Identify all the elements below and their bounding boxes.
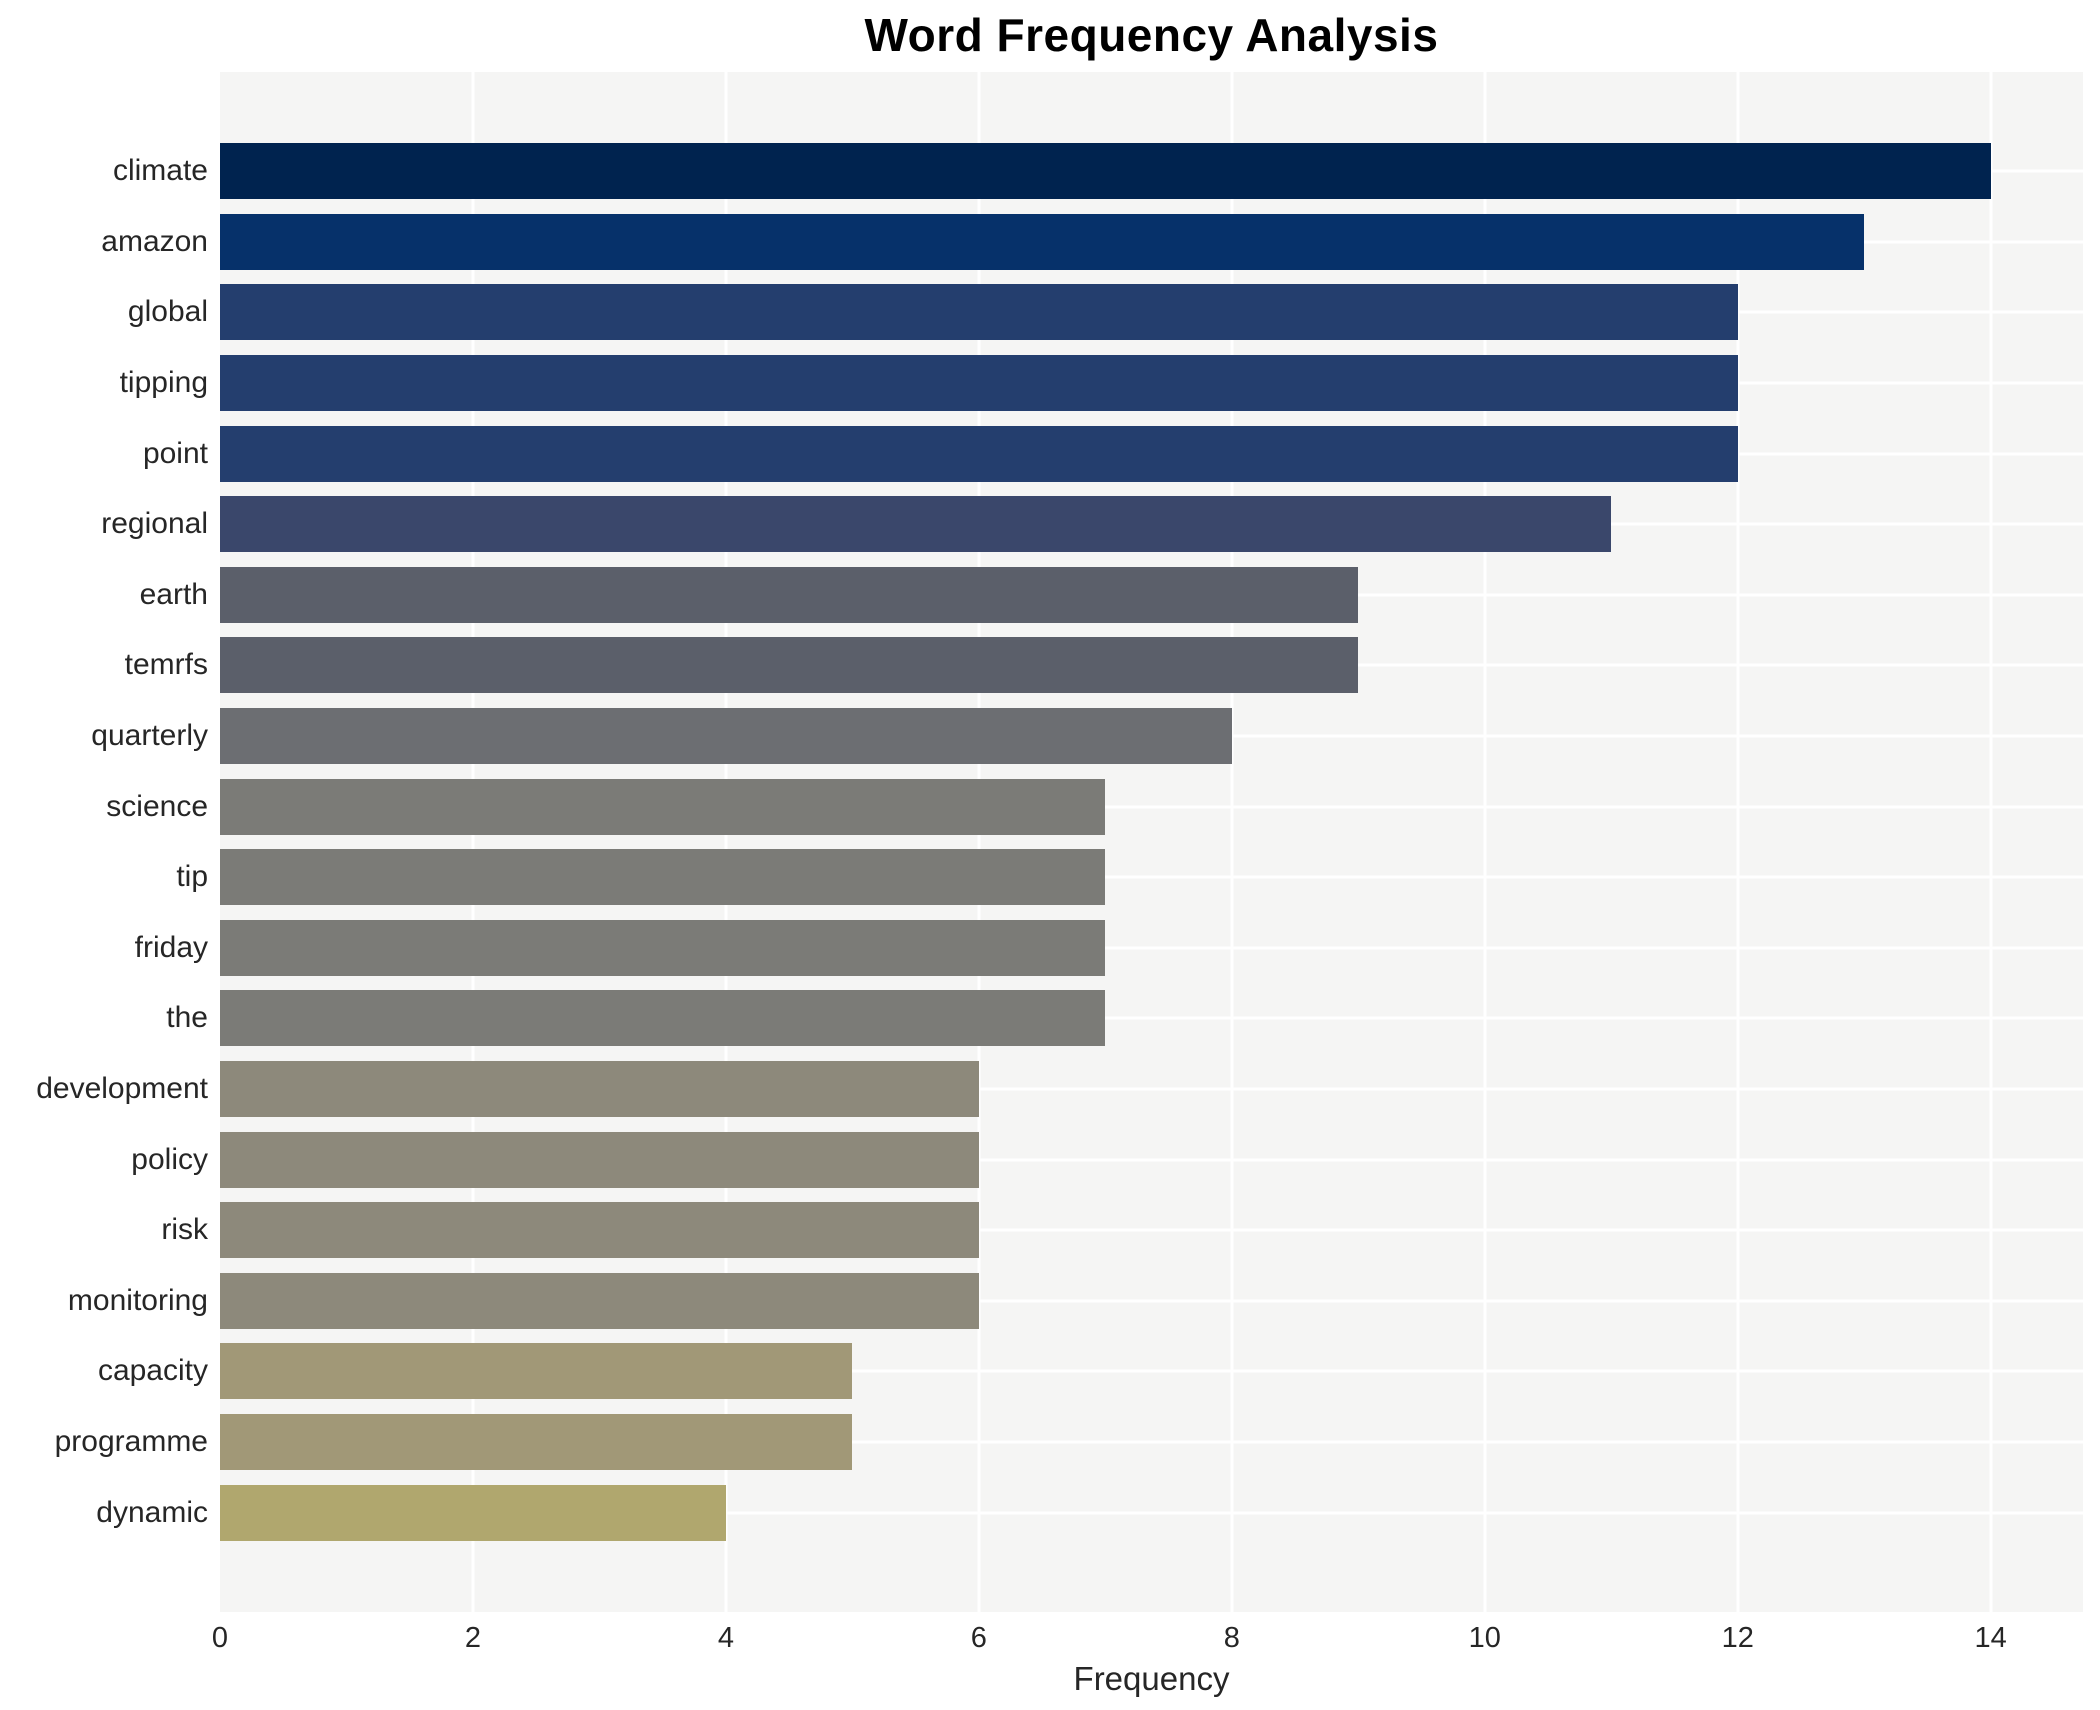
x-tick-label: 4 (717, 1622, 734, 1654)
bar-row (220, 1124, 2083, 1195)
y-tick-label: development (36, 1072, 208, 1106)
bar-friday (220, 919, 1106, 976)
h-gridline (220, 1158, 2083, 1162)
bar-row (220, 207, 2083, 278)
y-tick-label: capacity (97, 1354, 208, 1388)
h-gridline (220, 875, 2083, 879)
bar-row (220, 489, 2083, 560)
bar-quarterly (220, 708, 1232, 765)
y-tick-label: monitoring (67, 1283, 208, 1317)
v-gridline (471, 72, 475, 1612)
bar-global (220, 284, 1738, 341)
bar-dynamic (220, 1484, 726, 1541)
x-axis-title: Frequency (1073, 1660, 1230, 1697)
bar-programme (220, 1413, 853, 1470)
bar-row (220, 1477, 2083, 1548)
y-tick-label: tipping (119, 366, 208, 400)
y-axis-labels: climate amazon global tipping point regional e… (0, 72, 208, 1612)
h-gridline (220, 1511, 2083, 1515)
bar-earth (220, 566, 1359, 623)
h-gridline (220, 1299, 2083, 1303)
bar-row (220, 418, 2083, 489)
bar-tipping (220, 355, 1738, 412)
h-gridline (220, 1087, 2083, 1091)
bar-rows (220, 72, 2083, 1612)
bar-risk (220, 1202, 979, 1259)
bar-row (220, 1054, 2083, 1125)
plot-area (220, 72, 2083, 1612)
x-tick-label: 12 (1721, 1622, 1754, 1654)
y-tick-label: the (166, 1001, 208, 1035)
bar-the (220, 990, 1106, 1047)
h-gridline (220, 1440, 2083, 1444)
bar-policy (220, 1131, 979, 1188)
h-gridline (220, 946, 2083, 950)
bar-row (220, 136, 2083, 207)
y-tick-label: dynamic (96, 1495, 208, 1529)
h-gridline (220, 1016, 2083, 1020)
h-gridline (220, 1228, 2083, 1232)
y-tick-label: science (106, 789, 208, 823)
bar-tip (220, 849, 1106, 906)
bar-row (220, 1266, 2083, 1337)
x-tick-label: 10 (1468, 1622, 1501, 1654)
y-tick-label: policy (131, 1142, 208, 1176)
y-tick-label: earth (139, 577, 208, 611)
chart-title: Word Frequency Analysis (864, 9, 1439, 61)
x-tick-label: 2 (464, 1622, 482, 1654)
y-tick-label: quarterly (91, 719, 208, 753)
bar-capacity (220, 1343, 853, 1400)
y-tick-label: programme (54, 1424, 208, 1458)
bar-regional (220, 496, 1612, 553)
y-tick-label: climate (112, 154, 208, 188)
bar-row (220, 913, 2083, 984)
bar-point (220, 425, 1738, 482)
h-gridline (220, 805, 2083, 809)
bar-monitoring (220, 1272, 979, 1329)
y-tick-label: temrfs (124, 648, 208, 682)
y-tick-label: amazon (101, 224, 208, 258)
bar-row (220, 701, 2083, 772)
y-tick-label: risk (161, 1213, 208, 1247)
bar-science (220, 778, 1106, 835)
bar-row (220, 983, 2083, 1054)
bar-row (220, 560, 2083, 631)
v-gridline (1736, 72, 1740, 1612)
v-gridline (1989, 72, 1993, 1612)
bar-row (220, 1195, 2083, 1266)
y-tick-label: global (127, 295, 208, 329)
bar-row (220, 1407, 2083, 1478)
bar-row (220, 771, 2083, 842)
x-tick-label: 8 (1223, 1622, 1240, 1654)
bar-row (220, 842, 2083, 913)
bar-row (220, 348, 2083, 419)
bar-climate (220, 143, 1991, 200)
x-tick-label: 0 (211, 1622, 229, 1654)
bar-development (220, 1061, 979, 1118)
bar-row (220, 630, 2083, 701)
x-tick-label: 14 (1974, 1622, 2007, 1654)
bar-row (220, 1336, 2083, 1407)
y-tick-label: point (142, 436, 208, 470)
h-gridline (220, 1369, 2083, 1373)
v-gridline (724, 72, 728, 1612)
bar-amazon (220, 213, 1865, 270)
v-gridline (977, 72, 981, 1612)
y-tick-label: regional (101, 507, 208, 541)
bar-temrfs (220, 637, 1359, 694)
y-tick-label: friday (134, 930, 208, 964)
x-tick-label: 6 (970, 1622, 987, 1654)
v-gridline (1483, 72, 1487, 1612)
v-gridline (1230, 72, 1234, 1612)
bar-row (220, 277, 2083, 348)
y-tick-label: tip (176, 860, 208, 894)
